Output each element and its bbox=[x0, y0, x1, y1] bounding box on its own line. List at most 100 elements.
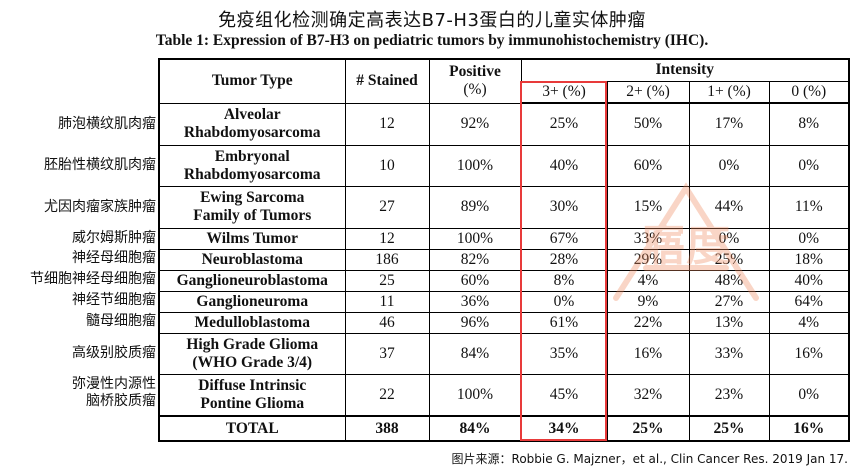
total-intensity-3plus: 34% bbox=[520, 415, 608, 442]
zh-label: 节细胞神经母细胞瘤 bbox=[30, 271, 156, 287]
positive-cell: 84% bbox=[428, 332, 522, 375]
table-row: Medulloblastoma 46 96% 61% 22% 13% 4% bbox=[158, 311, 850, 334]
tumor-type-cell: High Grade Glioma (WHO Grade 3/4) bbox=[158, 332, 346, 375]
positive-cell: 100% bbox=[428, 373, 522, 417]
intensity-3plus-cell: 0% bbox=[520, 290, 608, 313]
table-row: Wilms Tumor 12 100% 67% 33% 0% 0% bbox=[158, 227, 850, 250]
tumor-type-cell: Ganglioneuroma bbox=[158, 290, 346, 313]
intensity-2plus-cell: 33% bbox=[606, 227, 690, 250]
header-positive: Positive (%) bbox=[428, 58, 522, 104]
positive-cell: 100% bbox=[428, 227, 522, 250]
intensity-3plus-cell: 67% bbox=[520, 227, 608, 250]
intensity-3plus-cell: 40% bbox=[520, 144, 608, 187]
intensity-0-cell: 0% bbox=[768, 373, 850, 417]
stained-cell: 12 bbox=[344, 227, 430, 250]
header-intensity-3plus: 3+ (%) bbox=[520, 80, 608, 104]
header-intensity: Intensity bbox=[520, 58, 850, 82]
intensity-0-cell: 4% bbox=[768, 311, 850, 334]
total-row: TOTAL 388 84% 34% 25% 25% 16% bbox=[158, 415, 850, 442]
header-tumor-type: Tumor Type bbox=[158, 58, 346, 104]
table-row: Ganglioneuroma 11 36% 0% 9% 27% 64% bbox=[158, 290, 850, 313]
title-english: Table 1: Expression of B7-H3 on pediatri… bbox=[155, 32, 709, 49]
intensity-2plus-cell: 22% bbox=[606, 311, 690, 334]
header-intensity-0: 0 (%) bbox=[768, 80, 850, 104]
intensity-0-cell: 16% bbox=[768, 332, 850, 375]
stained-cell: 25 bbox=[344, 269, 430, 292]
positive-cell: 89% bbox=[428, 185, 522, 229]
table-row: Ewing Sarcoma Family of Tumors 27 89% 30%… bbox=[158, 185, 850, 229]
intensity-2plus-cell: 9% bbox=[606, 290, 690, 313]
zh-label: 肺泡横纹肌肉瘤 bbox=[58, 116, 156, 132]
zh-label: 威尔姆斯肿瘤 bbox=[72, 230, 156, 246]
total-positive: 84% bbox=[428, 415, 522, 442]
zh-label: 高级别胶质瘤 bbox=[72, 345, 156, 361]
table-row: Neuroblastoma 186 82% 28% 29% 25% 18% bbox=[158, 248, 850, 271]
intensity-1plus-cell: 0% bbox=[688, 227, 770, 250]
intensity-0-cell: 0% bbox=[768, 144, 850, 187]
tumor-type-cell: Ganglioneuroblastoma bbox=[158, 269, 346, 292]
intensity-3plus-cell: 35% bbox=[520, 332, 608, 375]
intensity-1plus-cell: 25% bbox=[688, 248, 770, 271]
stained-cell: 186 bbox=[344, 248, 430, 271]
tumor-type-cell: Wilms Tumor bbox=[158, 227, 346, 250]
intensity-3plus-cell: 28% bbox=[520, 248, 608, 271]
intensity-1plus-cell: 23% bbox=[688, 373, 770, 417]
intensity-3plus-cell: 8% bbox=[520, 269, 608, 292]
tumor-type-cell: Embryonal Rhabdomyosarcoma bbox=[158, 144, 346, 187]
intensity-2plus-cell: 29% bbox=[606, 248, 690, 271]
intensity-1plus-cell: 33% bbox=[688, 332, 770, 375]
intensity-2plus-cell: 16% bbox=[606, 332, 690, 375]
positive-cell: 92% bbox=[428, 102, 522, 146]
intensity-1plus-cell: 17% bbox=[688, 102, 770, 146]
intensity-0-cell: 18% bbox=[768, 248, 850, 271]
table-row: Ganglioneuroblastoma 25 60% 8% 4% 48% 40… bbox=[158, 269, 850, 292]
stained-cell: 46 bbox=[344, 311, 430, 334]
intensity-0-cell: 40% bbox=[768, 269, 850, 292]
intensity-0-cell: 0% bbox=[768, 227, 850, 250]
stained-cell: 12 bbox=[344, 102, 430, 146]
tumor-type-cell: Diffuse Intrinsic Pontine Glioma bbox=[158, 373, 346, 417]
tumor-type-cell: Medulloblastoma bbox=[158, 311, 346, 334]
chinese-row-labels: 肺泡横纹肌肉瘤 胚胎性横纹肌肉瘤 尤因肉瘤家族肿瘤 威尔姆斯肿瘤 神经母细胞瘤 … bbox=[0, 0, 160, 472]
intensity-3plus-cell: 45% bbox=[520, 373, 608, 417]
intensity-2plus-cell: 15% bbox=[606, 185, 690, 229]
tumor-type-cell: Ewing Sarcoma Family of Tumors bbox=[158, 185, 346, 229]
stained-cell: 10 bbox=[344, 144, 430, 187]
stained-cell: 22 bbox=[344, 373, 430, 417]
tumor-type-cell: Neuroblastoma bbox=[158, 248, 346, 271]
header-intensity-1plus: 1+ (%) bbox=[688, 80, 770, 104]
header-stained: # Stained bbox=[344, 58, 430, 104]
stained-cell: 11 bbox=[344, 290, 430, 313]
table-row: Diffuse Intrinsic Pontine Glioma 22 100% … bbox=[158, 373, 850, 417]
table-row: Embryonal Rhabdomyosarcoma 10 100% 40% 60… bbox=[158, 144, 850, 187]
total-stained: 388 bbox=[344, 415, 430, 442]
zh-label: 神经母细胞瘤 bbox=[72, 250, 156, 266]
table-row: Alveolar Rhabdomyosarcoma 12 92% 25% 50% … bbox=[158, 102, 850, 146]
intensity-2plus-cell: 50% bbox=[606, 102, 690, 146]
intensity-2plus-cell: 60% bbox=[606, 144, 690, 187]
total-intensity-1plus: 25% bbox=[688, 415, 770, 442]
stained-cell: 27 bbox=[344, 185, 430, 229]
zh-label: 髓母细胞瘤 bbox=[86, 313, 156, 329]
zh-label: 神经节细胞瘤 bbox=[72, 292, 156, 308]
intensity-1plus-cell: 0% bbox=[688, 144, 770, 187]
intensity-2plus-cell: 32% bbox=[606, 373, 690, 417]
intensity-1plus-cell: 13% bbox=[688, 311, 770, 334]
zh-label: 尤因肉瘤家族肿瘤 bbox=[44, 199, 156, 215]
intensity-0-cell: 64% bbox=[768, 290, 850, 313]
zh-label: 胚胎性横纹肌肉瘤 bbox=[44, 157, 156, 173]
table-row: High Grade Glioma (WHO Grade 3/4) 37 84% … bbox=[158, 332, 850, 375]
intensity-0-cell: 8% bbox=[768, 102, 850, 146]
positive-cell: 60% bbox=[428, 269, 522, 292]
intensity-3plus-cell: 30% bbox=[520, 185, 608, 229]
ihc-table: Tumor Type # Stained Positive (%) Intensi… bbox=[158, 58, 851, 442]
positive-cell: 96% bbox=[428, 311, 522, 334]
total-intensity-0: 16% bbox=[768, 415, 850, 442]
intensity-1plus-cell: 44% bbox=[688, 185, 770, 229]
positive-cell: 36% bbox=[428, 290, 522, 313]
zh-label: 弥漫性内源性 脑桥胶质瘤 bbox=[72, 376, 156, 409]
intensity-3plus-cell: 25% bbox=[520, 102, 608, 146]
title-chinese: 免疫组化检测确定高表达B7-H3蛋白的儿童实体肿瘤 bbox=[218, 10, 646, 31]
intensity-1plus-cell: 48% bbox=[688, 269, 770, 292]
stained-cell: 37 bbox=[344, 332, 430, 375]
